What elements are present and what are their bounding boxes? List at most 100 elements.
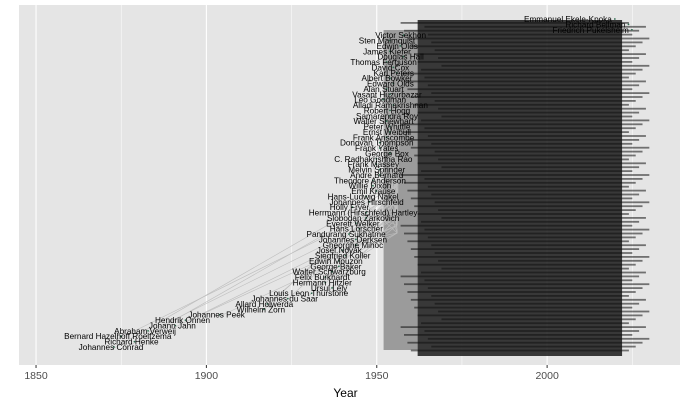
point-label: Holly Fryer: [330, 203, 370, 212]
point-label: Johannes du Saar: [252, 295, 319, 304]
overplot-row: [417, 61, 633, 63]
overplot-row: [414, 53, 646, 55]
overplot-row: [410, 96, 643, 98]
data-point: [389, 93, 391, 96]
point-label: Frank Yates: [355, 144, 398, 153]
edge-line: [376, 172, 398, 226]
overplot-row: [441, 64, 650, 67]
x-tick-label: 2000: [535, 370, 559, 382]
point-label: Hendrik Onnen: [155, 316, 211, 325]
point-label: Frank Anscombe: [353, 133, 415, 142]
point-label: Johann Jahn: [149, 321, 196, 330]
edge-line: [396, 38, 401, 202]
overplot-row: [407, 341, 643, 344]
data-point: [389, 125, 391, 128]
overplot-row: [441, 318, 636, 321]
edge-line: [260, 184, 398, 313]
edge-line: [383, 91, 398, 234]
edge-line: [373, 167, 398, 234]
point-label: Johannes Derksen: [319, 235, 388, 244]
overplot-row: [417, 213, 629, 215]
data-point: [355, 243, 357, 246]
data-point: [613, 18, 616, 20]
edge-line: [335, 192, 398, 270]
overplot-row: [404, 334, 633, 336]
data-point: [344, 254, 347, 257]
point-label: C. Radhakrishna Rao: [334, 155, 413, 164]
data-point: [365, 211, 368, 214]
overplot-row: [431, 244, 646, 247]
overplot-row: [400, 224, 633, 227]
point-label: Slobodan Zarkovich: [327, 214, 400, 223]
edge-line: [172, 216, 398, 329]
overplot-row: [410, 45, 636, 48]
overplot-row: [438, 158, 629, 161]
overplot-row: [421, 170, 633, 172]
overplot-row: [407, 189, 646, 192]
overplot-row: [424, 25, 646, 28]
overplot-row: [421, 119, 650, 122]
overplot-row: [407, 240, 629, 243]
overplot-row: [431, 142, 633, 145]
point-label: Alladi Ramakrishnan: [353, 101, 429, 110]
overplot-row: [424, 279, 633, 282]
overplot-row: [414, 154, 636, 157]
point-label: Everett Welker: [326, 219, 380, 228]
overplot-row: [404, 29, 640, 32]
overplot-row: [407, 88, 633, 91]
point-label: Hans-Ludwig Nakel: [328, 192, 399, 201]
data-points: [113, 18, 633, 348]
overplot-row: [434, 302, 640, 305]
data-point: [355, 238, 357, 241]
overplot-row: [438, 57, 640, 59]
overplot-row: [434, 150, 643, 153]
overplot-row: [431, 295, 629, 297]
point-label: Vasant Huzurbazar: [352, 90, 422, 99]
data-point: [337, 265, 340, 268]
data-point: [378, 147, 381, 149]
data-point: [355, 222, 357, 225]
data-point: [402, 55, 405, 58]
point-label: Richard Bellman: [565, 20, 626, 29]
overplot-row: [441, 115, 633, 118]
point-label: Friedrich Pukelsheim: [552, 26, 629, 35]
point-label: Hermann Hitzler: [293, 278, 352, 287]
overplot-row: [404, 232, 643, 235]
data-point: [310, 292, 313, 295]
overplot-row: [404, 181, 636, 184]
point-label: Hans Lörscher: [330, 225, 384, 234]
edge-line: [373, 161, 398, 186]
point-label: Samarendra Roy: [356, 112, 419, 121]
data-point: [358, 227, 361, 230]
point-label: Johannes Conrad: [79, 343, 144, 352]
edge-line: [322, 224, 398, 286]
edge-line: [386, 43, 398, 194]
data-point: [385, 88, 388, 90]
overplot-row: [414, 103, 629, 106]
data-point: [375, 190, 378, 192]
point-label: Bernard Hazelhoff Roelfzema: [64, 332, 172, 341]
data-point: [385, 136, 388, 139]
data-point: [266, 303, 269, 305]
point-label: Ursul Lely: [311, 284, 348, 293]
edge-line: [328, 216, 398, 292]
data-point: [389, 39, 391, 42]
edge-line: [352, 200, 398, 227]
overplot-row: [438, 310, 650, 313]
overplot-row: [400, 123, 643, 126]
point-label: Theodore Anderson: [334, 176, 406, 185]
point-label: Douglas Hall: [377, 53, 424, 62]
edge-line: [352, 224, 398, 249]
edge-line: [110, 184, 398, 351]
overplot-row: [410, 197, 633, 200]
data-point: [392, 66, 395, 69]
data-point: [184, 319, 187, 322]
overplotted-labels: [383, 20, 650, 356]
overplot-row: [427, 135, 646, 137]
overplot-row: [421, 271, 646, 274]
overplot-row: [421, 220, 640, 223]
data-point: [389, 152, 391, 155]
data-point: [365, 217, 368, 219]
overplot-row: [404, 80, 646, 83]
point-label: George Box: [365, 149, 409, 158]
